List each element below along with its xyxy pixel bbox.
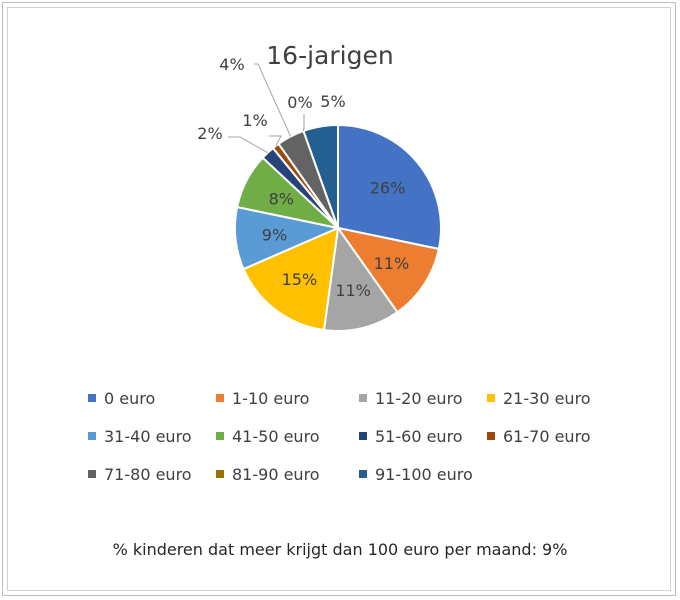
legend-swatch — [216, 470, 224, 478]
legend-item-81-90-euro: 81-90 euro — [216, 464, 359, 484]
legend-label: 1-10 euro — [232, 388, 310, 408]
footnote: % kinderen dat meer krijgt dan 100 euro … — [112, 540, 568, 559]
legend-label: 71-80 euro — [104, 464, 192, 484]
legend-swatch — [216, 394, 224, 402]
legend-item-11-20-euro: 11-20 euro — [359, 388, 487, 408]
data-label-1-10-euro: 11% — [374, 254, 410, 273]
legend-swatch — [88, 432, 96, 440]
data-label-0-euro: 26% — [370, 179, 406, 198]
legend-swatch — [359, 394, 367, 402]
legend-swatch — [487, 394, 495, 402]
legend-swatch — [216, 432, 224, 440]
pie-slice-91-100-euro — [302, 123, 339, 229]
legend-item-21-30-euro: 21-30 euro — [487, 388, 627, 408]
data-label-21-30-euro: 15% — [282, 270, 318, 289]
legend-label: 61-70 euro — [503, 426, 591, 446]
legend-item-31-40-euro: 31-40 euro — [88, 426, 216, 446]
data-label-61-70-euro: 1% — [242, 111, 267, 130]
legend-swatch — [359, 432, 367, 440]
legend-label: 21-30 euro — [503, 388, 591, 408]
data-label-81-90-euro: 0% — [287, 93, 312, 112]
pie-slice-11-20-euro — [322, 225, 399, 332]
pie-slice-1-10-euro — [335, 226, 441, 314]
legend-item-91-100-euro: 91-100 euro — [359, 464, 487, 484]
legend-label: 0 euro — [104, 388, 156, 408]
data-label-31-40-euro: 9% — [262, 226, 287, 245]
legend-swatch — [359, 470, 367, 478]
legend-item-71-80-euro: 71-80 euro — [88, 464, 216, 484]
leader-line-71-80-euro — [254, 63, 292, 137]
data-label-71-80-euro: 4% — [219, 55, 244, 74]
legend-label: 11-20 euro — [375, 388, 463, 408]
legend-label: 31-40 euro — [104, 426, 192, 446]
data-labels: 26% 11%11% 15% 9% 8% 2% 1% 4% 0% 5% — [197, 55, 409, 300]
data-label-11-20-euro: 11% — [335, 281, 371, 300]
legend-swatch — [88, 470, 96, 478]
data-label-51-60-euro: 2% — [197, 124, 222, 143]
data-label-91-100-euro: 5% — [320, 92, 345, 111]
leader-lines — [228, 63, 305, 154]
legend-item-61-70-euro: 61-70 euro — [487, 426, 627, 446]
pie-slices — [234, 123, 442, 332]
legend: 0 euro 1-10 euro 11-20 euro 21-30 euro 31-40… — [88, 388, 628, 484]
legend-item-1-10-euro: 1-10 euro — [216, 388, 359, 408]
legend-item-51-60-euro: 51-60 euro — [359, 426, 487, 446]
leader-line-51-60-euro — [228, 136, 268, 154]
leader-line-81-90-euro — [303, 114, 305, 131]
legend-label: 81-90 euro — [232, 464, 320, 484]
chart-title: 16-jarigen — [266, 41, 393, 70]
data-label-41-50-euro: 8% — [269, 190, 294, 209]
legend-label: 91-100 euro — [375, 464, 473, 484]
chart-inner-border — [7, 7, 671, 591]
legend-swatch — [487, 432, 495, 440]
leader-line-61-70-euro — [269, 135, 282, 147]
pie-slice-0-euro — [337, 123, 442, 251]
legend-item-41-50-euro: 41-50 euro — [216, 426, 359, 446]
legend-item-0-euro: 0 euro — [88, 388, 216, 408]
legend-label: 41-50 euro — [232, 426, 320, 446]
legend-swatch — [88, 394, 96, 402]
pie-slice-21-30-euro — [242, 226, 340, 332]
legend-label: 51-60 euro — [375, 426, 463, 446]
